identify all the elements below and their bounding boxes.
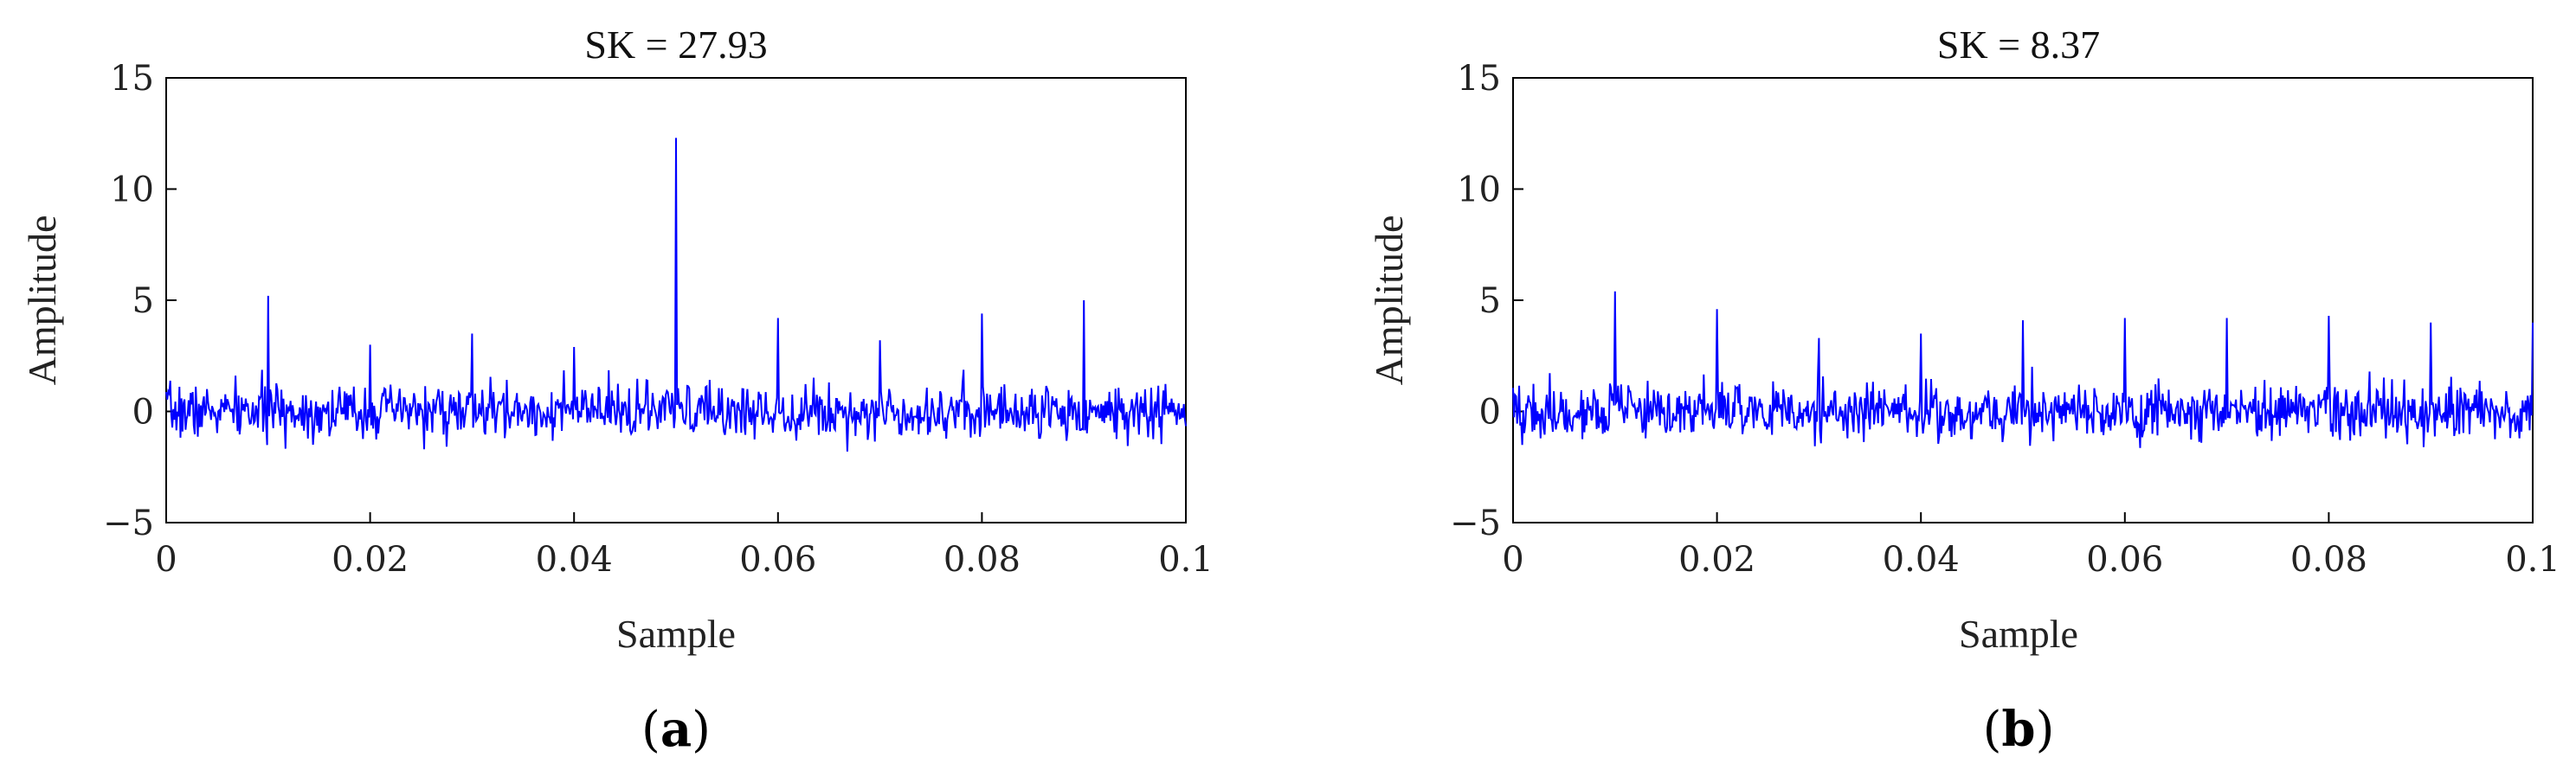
x-tick-label: 0.06 [2086,540,2163,580]
y-tick-label: 5 [1479,281,1501,321]
y-tick-label: 15 [1457,59,1501,99]
panel-letter: a [660,701,692,758]
x-axis: 0 0.02 0.04 0.06 0.08 0.1 [155,512,1214,580]
signal-line [1512,291,2534,448]
chart-title: SK = 8.37 [1937,22,2100,67]
x-tick-label: 0.02 [1678,540,1755,580]
x-tick-label: 0.04 [1883,540,1960,580]
x-tick-label: 0 [155,540,177,580]
y-axis: −5 0 5 10 15 [103,59,177,543]
x-tick-label: 0.02 [332,540,409,580]
y-tick-label: 0 [132,393,154,433]
x-tick-label: 0 [1502,540,1523,580]
x-tick-label: 0.06 [739,540,816,580]
x-axis-title: Sample [1959,612,2078,656]
x-tick-label: 0.04 [536,540,613,580]
y-tick-label: 10 [1457,170,1501,210]
x-tick-label: 0.08 [943,540,1021,580]
y-tick-label: −5 [1450,504,1501,543]
y-tick-label: 5 [132,281,154,321]
signal-line [165,138,1187,452]
x-tick-label: 0.1 [2505,540,2560,580]
x-axis: 0 0.02 0.04 0.06 0.08 0.1 [1502,512,2560,580]
y-tick-label: −5 [103,504,154,543]
y-axis-title: Amplitude [20,215,64,386]
x-tick-label: 0.08 [2290,540,2367,580]
panel-label: (a) [641,701,711,758]
y-tick-label: 10 [110,170,154,210]
x-tick-label: 0.1 [1158,540,1214,580]
y-tick-label: 0 [1479,393,1501,433]
y-axis-title: Amplitude [1367,215,1411,386]
y-tick-label: 15 [110,59,154,99]
panel-letter: b [2001,701,2035,758]
plot-frame [1512,77,2534,523]
y-axis: −5 0 5 10 15 [1450,59,1523,543]
panel-label: (b) [1983,701,2055,758]
x-axis-title: Sample [616,612,736,656]
chart-title: SK = 27.93 [584,22,767,67]
